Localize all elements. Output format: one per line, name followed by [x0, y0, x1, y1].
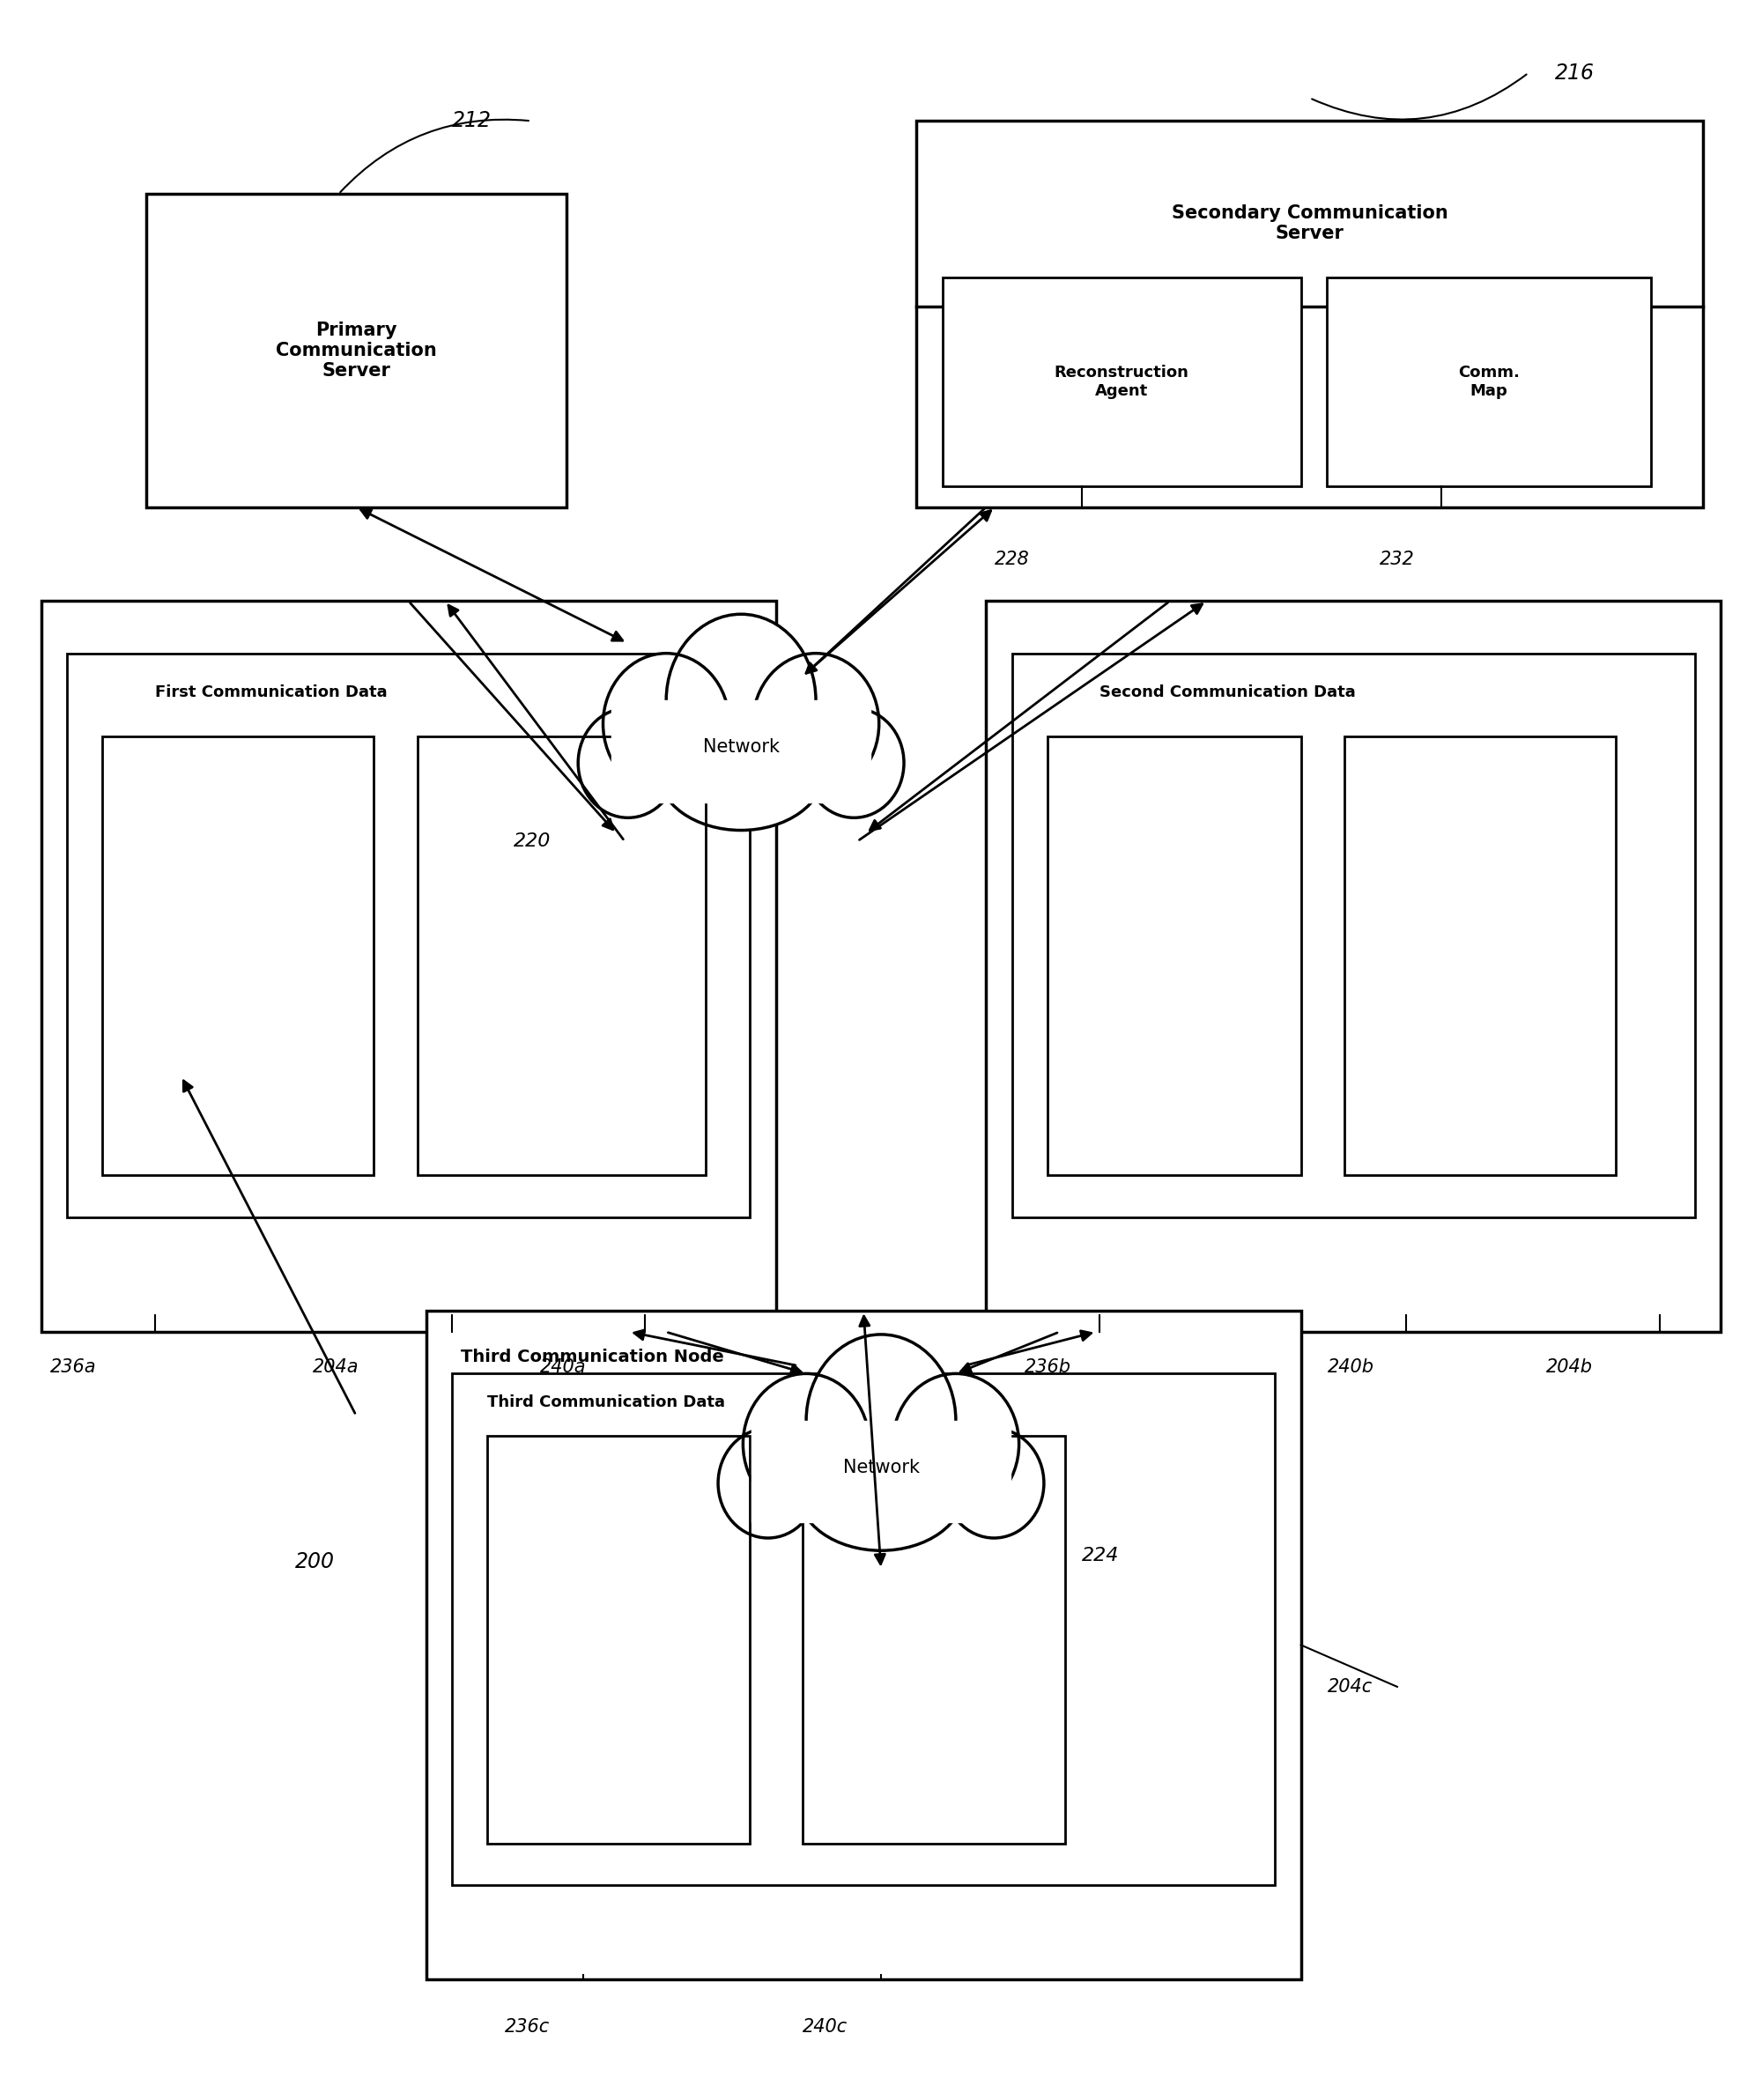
Text: Second
Node
ID: Second Node ID	[1142, 930, 1207, 983]
Text: Second Communication Data: Second Communication Data	[1099, 685, 1357, 701]
Text: 232: 232	[1380, 550, 1415, 569]
Bar	[1344, 737, 1616, 1176]
Text: First
Node
Identifier: First Node Identifier	[196, 930, 280, 983]
Bar	[102, 737, 374, 1176]
Text: 236c: 236c	[504, 2018, 550, 2035]
Text: First Communication Node: First Communication Node	[93, 653, 351, 670]
Text: Communi-
cation
ID: Communi- cation ID	[888, 1613, 978, 1665]
Text: 236b: 236b	[1024, 1359, 1071, 1376]
Text: 212: 212	[453, 111, 492, 132]
Text: Second Communication Node: Second Communication Node	[1038, 653, 1322, 670]
Ellipse shape	[803, 708, 904, 817]
Bar	[987, 601, 1721, 1331]
Text: First Communication Data: First Communication Data	[155, 685, 388, 701]
Text: 240a: 240a	[539, 1359, 587, 1376]
Bar	[1327, 277, 1651, 487]
Ellipse shape	[944, 1428, 1043, 1537]
Text: Communi-
cation
ID: Communi- cation ID	[1436, 930, 1526, 983]
Text: Network: Network	[842, 1459, 920, 1476]
Text: Communi-
cation
Identifier: Communi- cation Identifier	[516, 930, 606, 983]
Ellipse shape	[603, 653, 729, 794]
Bar	[943, 277, 1300, 487]
Text: 228: 228	[996, 550, 1029, 569]
Bar	[453, 1373, 1274, 1886]
Text: Reconstruction
Agent: Reconstruction Agent	[1054, 365, 1189, 399]
Ellipse shape	[657, 712, 825, 830]
Text: Third
Node
ID: Third Node ID	[596, 1613, 641, 1665]
Bar	[1047, 737, 1300, 1176]
Ellipse shape	[719, 1428, 818, 1537]
Text: 216: 216	[1554, 63, 1595, 84]
Ellipse shape	[752, 653, 879, 794]
Bar	[418, 737, 707, 1176]
Bar	[41, 601, 775, 1331]
Ellipse shape	[798, 1432, 964, 1550]
Bar	[67, 653, 751, 1218]
Text: Third Communication Data: Third Communication Data	[488, 1394, 726, 1411]
Text: 240c: 240c	[802, 2018, 848, 2035]
Bar	[751, 1420, 1011, 1522]
Bar	[488, 1436, 751, 1844]
Text: 200: 200	[294, 1552, 335, 1573]
Ellipse shape	[666, 613, 816, 785]
Ellipse shape	[578, 708, 678, 817]
Text: 224: 224	[1082, 1546, 1119, 1564]
Ellipse shape	[744, 1373, 869, 1514]
Text: 240b: 240b	[1327, 1359, 1374, 1376]
Text: 204a: 204a	[312, 1359, 359, 1376]
Bar	[802, 1436, 1064, 1844]
Text: Network: Network	[703, 739, 779, 756]
Text: 220: 220	[513, 832, 552, 851]
Text: 204c: 204c	[1327, 1678, 1373, 1695]
Bar	[426, 1310, 1300, 1978]
Text: Comm.
Map: Comm. Map	[1459, 365, 1521, 399]
Ellipse shape	[893, 1373, 1018, 1514]
Text: 236a: 236a	[49, 1359, 97, 1376]
Text: Third Communication Node: Third Communication Node	[462, 1348, 724, 1365]
Bar	[1011, 653, 1695, 1218]
Text: 204b: 204b	[1545, 1359, 1593, 1376]
Bar	[146, 193, 566, 508]
Text: Primary
Communication
Server: Primary Communication Server	[275, 321, 437, 380]
Text: Secondary Communication
Server: Secondary Communication Server	[1172, 204, 1448, 242]
Ellipse shape	[807, 1334, 955, 1506]
Bar	[611, 699, 870, 802]
Bar	[916, 122, 1704, 508]
